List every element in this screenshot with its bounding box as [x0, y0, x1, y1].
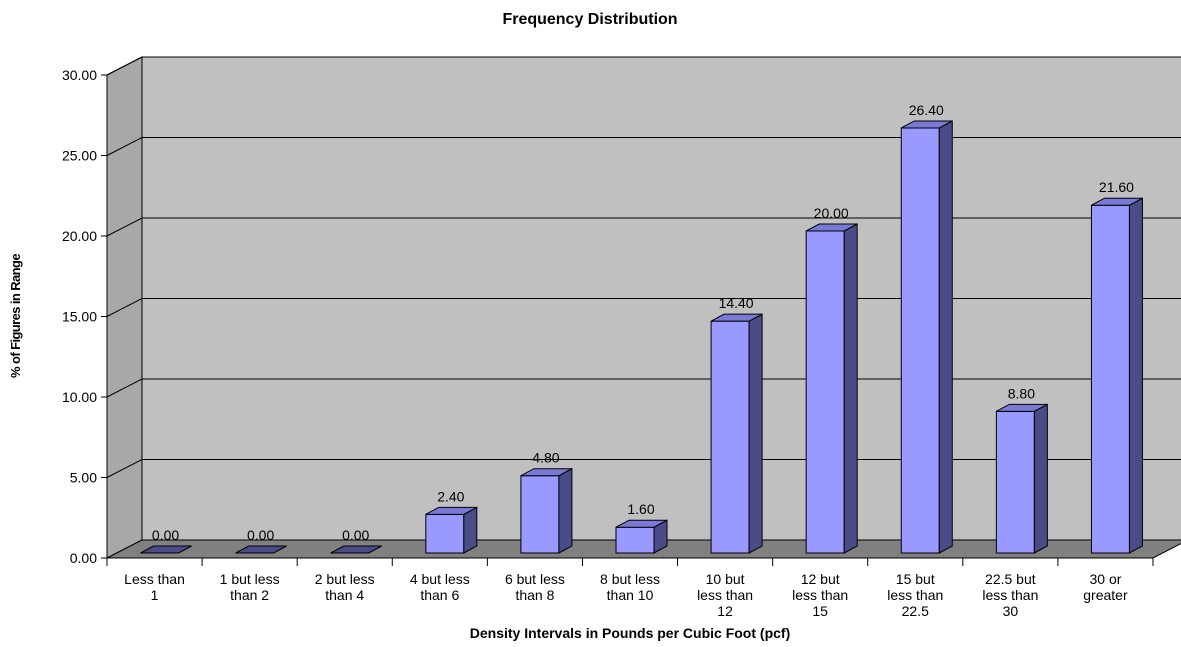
bar: 0.00	[140, 527, 192, 554]
y-tick-label: 25.00	[62, 148, 97, 164]
bar-front	[615, 526, 655, 554]
bar-front	[710, 320, 750, 554]
data-label: 0.00	[342, 527, 369, 543]
data-label: 1.60	[627, 501, 654, 517]
bar: 14.40	[710, 295, 763, 554]
x-category-label: 6 but less than 8	[505, 571, 565, 603]
bar-side	[1033, 403, 1048, 554]
y-tick-label: 30.00	[62, 67, 97, 83]
y-axis-label: % of Figures in Range	[8, 254, 23, 378]
data-label: 8.80	[1008, 385, 1035, 401]
x-category-label: Less than 1	[124, 571, 185, 603]
bar-top	[615, 519, 668, 528]
data-label: 0.00	[152, 527, 179, 543]
x-category-label: 10 but less than 12	[697, 571, 753, 619]
bar-side	[938, 120, 953, 554]
bar-top	[996, 403, 1048, 412]
bar-side	[463, 506, 478, 554]
bar-front	[900, 127, 940, 554]
data-label: 2.40	[437, 488, 464, 504]
bar-side	[748, 313, 763, 554]
x-category-label: 4 but less than 6	[410, 571, 470, 603]
x-category-label: 15 but less than 22.5	[887, 571, 943, 619]
x-category-label: 22.5 but less than 30	[982, 571, 1038, 619]
bar-top	[235, 545, 287, 554]
bar-top	[710, 313, 763, 322]
data-label: 21.60	[1099, 179, 1134, 195]
data-label: 4.80	[532, 450, 559, 466]
y-tick-label: 5.00	[70, 470, 97, 486]
bar: 2.40	[425, 488, 478, 554]
bar: 1.60	[615, 501, 668, 554]
bar-top	[425, 506, 478, 515]
bar: 0.00	[330, 527, 382, 554]
bars: 0.00 0.00 0.00 2.40 4.80 1.60 14.40 20.00 26.40 8…	[140, 102, 1143, 554]
bar-top	[901, 120, 953, 129]
bar-side	[1128, 197, 1143, 554]
data-label: 14.40	[719, 295, 754, 311]
gridline	[106, 56, 1181, 76]
bar: 20.00	[805, 205, 858, 554]
bar-side	[843, 223, 858, 554]
y-tick-label: 10.00	[62, 389, 97, 405]
gridline	[106, 137, 1181, 156]
bar-top	[805, 223, 858, 232]
bar-top	[140, 545, 192, 554]
bar-front	[425, 513, 465, 554]
x-category-label: 8 but less than 10	[600, 571, 660, 603]
chart-title: Frequency Distribution	[502, 11, 677, 28]
x-category-label: 12 but less than 15	[792, 571, 848, 619]
bar-side	[558, 467, 573, 554]
bar: 21.60	[1090, 179, 1143, 554]
bar-top	[330, 545, 382, 554]
data-label: 20.00	[814, 205, 849, 221]
gridline	[106, 217, 1181, 237]
bar-top	[1091, 197, 1143, 206]
x-category-label: 30 or greater	[1083, 571, 1128, 603]
bar: 4.80	[520, 450, 573, 554]
data-label: 0.00	[247, 527, 274, 543]
y-tick-label: 15.00	[62, 309, 97, 325]
bar: 0.00	[235, 527, 287, 554]
bar: 8.80	[995, 385, 1048, 554]
bar-front	[1090, 204, 1130, 554]
bar-front	[995, 410, 1035, 554]
x-category-label: 2 but less than 4	[315, 571, 375, 603]
axes: 0.00 5.00 10.00 15.00 20.00 25.00 30.00 Less th…	[62, 67, 1154, 619]
bar-front	[805, 230, 845, 554]
x-axis-label: Density Intervals in Pounds per Cubic Fo…	[470, 625, 790, 641]
x-category-label: 1 but less than 2	[220, 571, 280, 603]
bar-top	[520, 468, 573, 477]
bar: 26.40	[900, 102, 953, 554]
bar-front	[520, 475, 560, 554]
y-tick-label: 0.00	[70, 550, 97, 566]
data-label: 26.40	[909, 102, 944, 118]
y-tick-label: 20.00	[62, 228, 97, 244]
